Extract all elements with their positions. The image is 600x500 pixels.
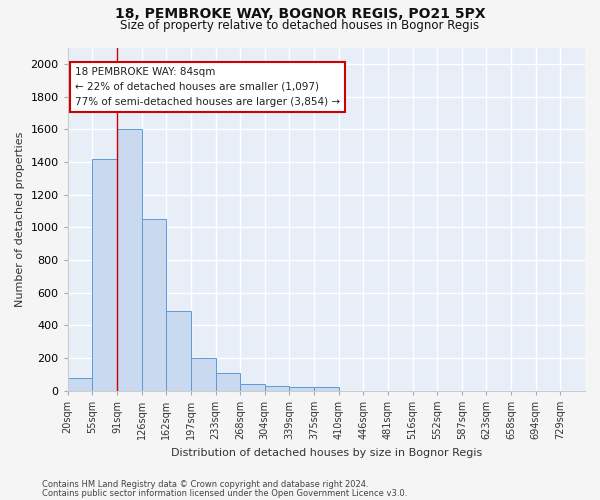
Y-axis label: Number of detached properties: Number of detached properties: [15, 132, 25, 307]
X-axis label: Distribution of detached houses by size in Bognor Regis: Distribution of detached houses by size …: [171, 448, 482, 458]
Bar: [92, 158, 117, 390]
Bar: [191, 358, 215, 390]
Bar: [215, 374, 240, 390]
Text: 18, PEMBROKE WAY, BOGNOR REGIS, PO21 5PX: 18, PEMBROKE WAY, BOGNOR REGIS, PO21 5PX: [115, 8, 485, 22]
Bar: [314, 388, 338, 390]
Bar: [166, 310, 191, 390]
Text: Contains HM Land Registry data © Crown copyright and database right 2024.: Contains HM Land Registry data © Crown c…: [42, 480, 368, 489]
Text: Size of property relative to detached houses in Bognor Regis: Size of property relative to detached ho…: [121, 19, 479, 32]
Bar: [289, 387, 314, 390]
Bar: [68, 378, 92, 390]
Bar: [117, 129, 142, 390]
Text: 18 PEMBROKE WAY: 84sqm
← 22% of detached houses are smaller (1,097)
77% of semi-: 18 PEMBROKE WAY: 84sqm ← 22% of detached…: [75, 67, 340, 106]
Text: Contains public sector information licensed under the Open Government Licence v3: Contains public sector information licen…: [42, 488, 407, 498]
Bar: [265, 386, 289, 390]
Bar: [240, 384, 265, 390]
Bar: [142, 219, 166, 390]
